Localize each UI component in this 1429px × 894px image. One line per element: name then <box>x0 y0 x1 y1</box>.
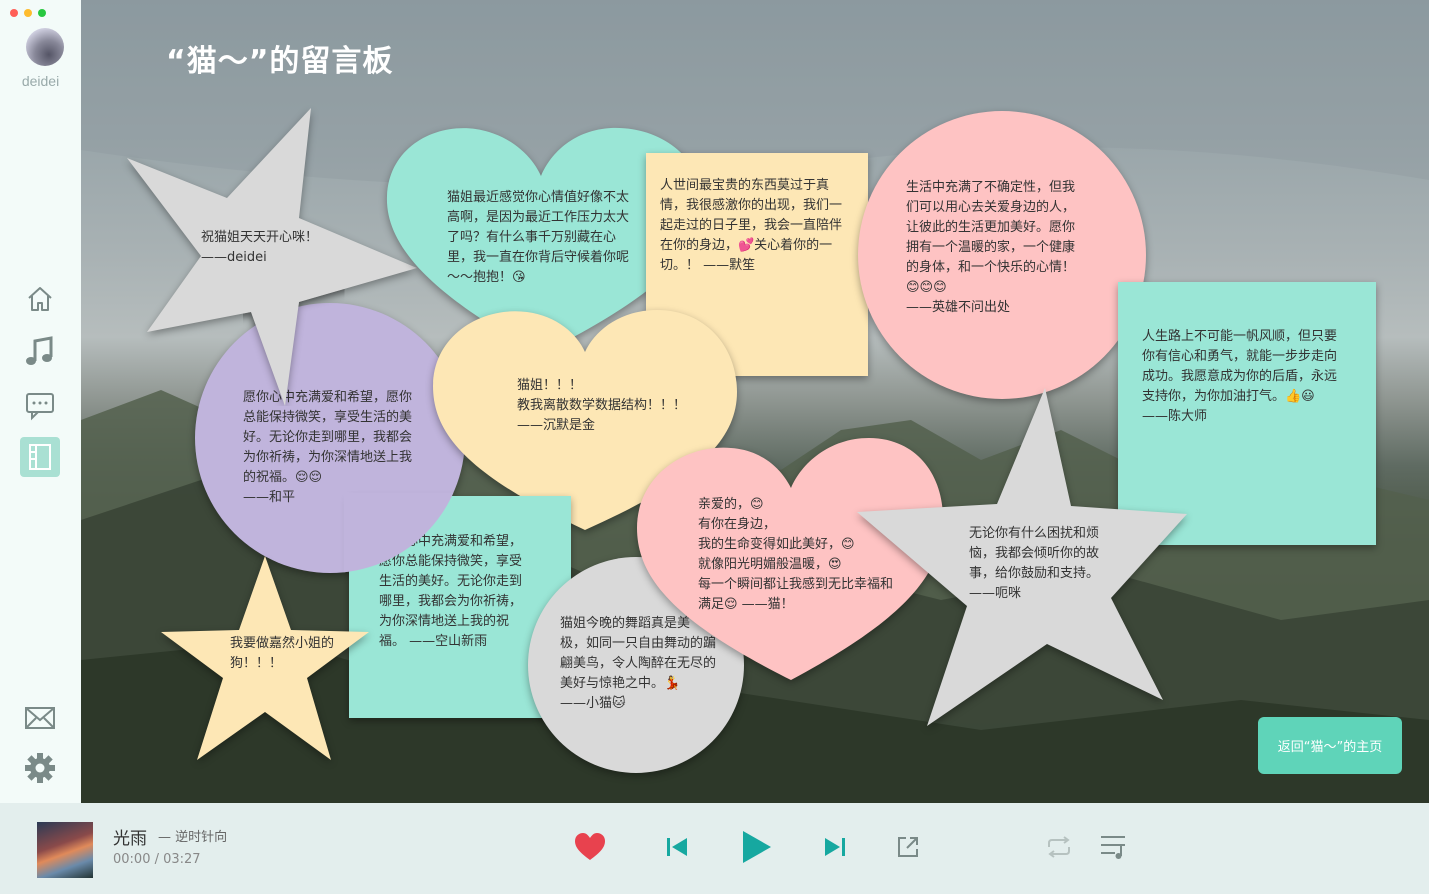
music-player: 光雨 — 逆时针向 00:00 / 03:27 <box>0 803 1429 894</box>
mail-icon <box>25 707 55 729</box>
note-heart-mint[interactable]: 猫姐最近感觉你心情值好像不太 高啊，是因为最近工作压力太大 了吗？有什么事千万别… <box>385 122 705 362</box>
play-icon <box>743 831 771 863</box>
note-text: 猫姐今晚的舞蹈真是美 极，如同一只自由舞动的蹁 翩美鸟，令人陶醉在无尽的 美好与… <box>560 616 717 711</box>
note-text: 祝猫姐天天开心咪！ ——deidei <box>201 230 319 265</box>
previous-button[interactable] <box>660 830 694 864</box>
nav-home[interactable] <box>20 279 60 319</box>
prev-icon <box>667 838 687 856</box>
nav-mail[interactable] <box>20 698 60 738</box>
note-star-deidei[interactable]: 祝猫姐天天开心咪！ ——deidei <box>127 106 417 406</box>
note-star-grey[interactable]: 无论你有什么困扰和烦 恼，我都会倾听你的故 事，给你鼓励和支持。 ——呃咪 <box>857 388 1187 728</box>
square-shape <box>1118 282 1376 545</box>
note-square-yellow[interactable]: 人世间最宝贵的东西莫过于真 情，我很感激你的出现，我们一 起走过的日子里，我会一… <box>646 153 868 376</box>
minimize-window-button[interactable] <box>24 9 32 17</box>
like-button[interactable] <box>573 830 607 864</box>
heart-icon <box>575 833 605 860</box>
note-text: 我要做嘉然小姐的 狗！！！ <box>230 636 335 671</box>
username: deidei <box>21 73 60 89</box>
next-icon <box>825 838 845 856</box>
window-controls <box>10 9 46 17</box>
playlist-icon <box>1101 836 1125 859</box>
note-text: 愿你心中充满爱和希望， 愿你总能保持微笑，享受 生活的美好。无论你走到 哪里，我… <box>379 534 523 649</box>
playlist-button[interactable] <box>1096 830 1130 864</box>
home-icon <box>28 287 52 311</box>
board-icon <box>29 444 51 470</box>
next-button[interactable] <box>818 830 852 864</box>
return-home-button[interactable]: 返回“猫～”的主页 <box>1258 717 1402 774</box>
avatar[interactable] <box>26 28 64 66</box>
star-shape <box>161 556 369 760</box>
star-shape <box>857 388 1187 726</box>
maximize-window-button[interactable] <box>38 9 46 17</box>
heart-shape <box>386 127 704 354</box>
play-button[interactable] <box>739 830 773 864</box>
share-button[interactable] <box>891 830 925 864</box>
nav-board[interactable] <box>20 437 60 477</box>
note-text: 人世间最宝贵的东西莫过于真 情，我很感激你的出现，我们一 起走过的日子里，我会一… <box>660 178 843 273</box>
note-text: 生活中充满了不确定性，但我 们可以用心去关爱身边的人， 让彼此的生活更加美好。愿… <box>906 180 1076 315</box>
album-cover[interactable] <box>37 822 93 878</box>
circle-shape <box>858 111 1146 399</box>
note-text: 猫姐最近感觉你心情值好像不太 高啊，是因为最近工作压力太大 了吗？有什么事千万别… <box>447 190 630 285</box>
note-text: 愿你心中充满爱和希望，愿你 总能保持微笑，享受生活的美 好。无论你走到哪里，我都… <box>243 390 413 505</box>
share-icon <box>898 837 918 857</box>
note-circle-pink[interactable]: 生活中充满了不确定性，但我 们可以用心去关爱身边的人， 让彼此的生活更加美好。愿… <box>857 110 1147 400</box>
page-title: “猫～”的留言板 <box>166 44 394 79</box>
gear-icon <box>25 753 55 783</box>
nav-settings[interactable] <box>20 748 60 788</box>
message-board: “猫～”的留言板 祝猫姐天天开心咪！ ——deidei 猫姐最近感觉你心情值好像… <box>81 0 1429 803</box>
nav-music[interactable] <box>20 332 60 372</box>
note-text: 猫姐！！！ 教我离散数学数据结构！！！ ——沉默是金 <box>517 378 687 433</box>
note-star-yellow[interactable]: 我要做嘉然小姐的 狗！！！ <box>161 556 371 761</box>
chat-icon <box>26 393 54 421</box>
loop-button[interactable] <box>1042 830 1076 864</box>
music-icon <box>26 336 53 365</box>
note-text: 无论你有什么困扰和烦 恼，我都会倾听你的故 事，给你鼓励和支持。 ——呃咪 <box>969 526 1100 601</box>
heart-shape <box>637 438 944 680</box>
note-square-mint[interactable]: 人生路上不可能一帆风顺，但只要 你有信心和勇气，就能一步步走向 成功。我愿意成为… <box>1118 282 1376 545</box>
close-window-button[interactable] <box>10 9 18 17</box>
song-time: 00:00 / 03:27 <box>113 852 201 867</box>
note-text: 人生路上不可能一帆风顺，但只要 你有信心和勇气，就能一步步走向 成功。我愿意成为… <box>1142 329 1338 424</box>
star-shape <box>127 108 417 406</box>
song-artist: — 逆时针向 <box>158 830 228 845</box>
nav-chat[interactable] <box>20 386 60 426</box>
loop-icon <box>1048 836 1070 858</box>
sidebar: deidei <box>0 0 81 803</box>
note-text: 亲爱的，😊 有你在身边， 我的生命变得如此美好，😊 就像阳光明媚般温暖，😍 每一… <box>698 497 894 612</box>
note-heart-pink[interactable]: 亲爱的，😊 有你在身边， 我的生命变得如此美好，😊 就像阳光明媚般温暖，😍 每一… <box>635 432 947 682</box>
song-title: 光雨 <box>113 829 147 849</box>
